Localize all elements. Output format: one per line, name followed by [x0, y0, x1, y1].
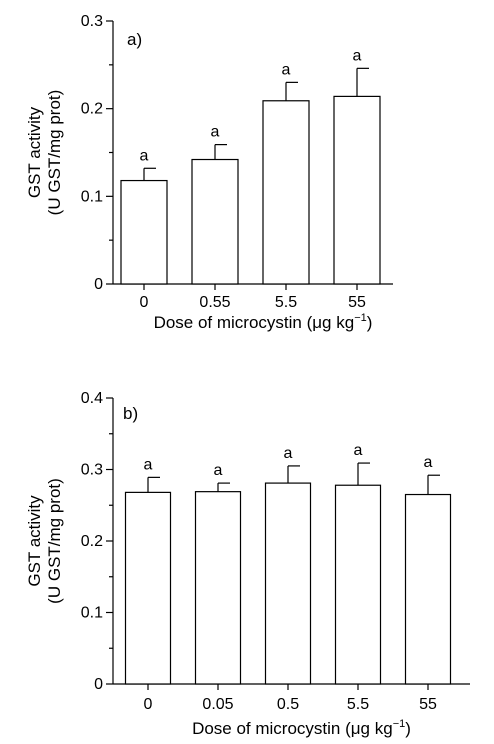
significance-label: a	[140, 147, 149, 164]
bar	[262, 100, 310, 285]
significance-label: a	[354, 442, 363, 459]
x-tick-label: 0.05	[202, 696, 233, 713]
y-axis-title-line2: (U GST/mg prot)	[45, 478, 64, 604]
significance-label: a	[284, 445, 293, 462]
bar	[194, 491, 242, 685]
significance-label: a	[211, 124, 220, 141]
x-axis-title-sup: −1	[393, 718, 406, 730]
significance-label: a	[144, 456, 153, 473]
y-tick-label: 0.3	[81, 13, 103, 30]
x-axis-title: Dose of microcystin (μg kg−1)	[192, 718, 411, 738]
x-tick-label: 0.5	[277, 696, 299, 713]
y-axis-title: GST activity(U GST/mg prot)	[25, 478, 64, 604]
x-axis-title-end: )	[405, 719, 411, 738]
y-tick-label: 0.3	[81, 462, 103, 479]
significance-label: a	[424, 454, 433, 471]
panel-a: 0 0.1 0.2 0.3 a 0 a 0.55 a 5.5 a 55 a) GST activity(U…	[25, 13, 393, 332]
panel-label: a)	[127, 30, 142, 49]
bar	[264, 482, 312, 685]
x-tick-label: 0	[140, 294, 149, 311]
y-axis-title-line1: GST activity	[25, 495, 44, 587]
x-tick-label: 0.55	[199, 294, 230, 311]
significance-label: a	[353, 47, 362, 64]
x-tick-label: 55	[419, 696, 437, 713]
y-tick-label: 0.1	[81, 605, 103, 622]
bar	[120, 179, 168, 285]
y-axis-title-line1: GST activity	[25, 106, 44, 198]
bar	[124, 491, 172, 685]
significance-label: a	[282, 61, 291, 78]
x-tick-label: 0	[144, 696, 153, 713]
y-tick-label: 0.2	[81, 101, 103, 118]
y-axis-title: GST activity(U GST/mg prot)	[25, 90, 64, 216]
bar	[404, 493, 452, 685]
y-tick-label: 0.4	[81, 390, 103, 407]
x-axis-title-main: Dose of microcystin (μg kg	[154, 313, 355, 332]
y-tick-label: 0.1	[81, 188, 103, 205]
y-tick-label: 0	[94, 276, 103, 293]
panel-b: 0 0.1 0.2 0.3 0.4 a 0 a 0.05 a 0.5 a 5.5 a 55 b) GST act…	[25, 390, 470, 738]
bar	[334, 484, 382, 685]
x-axis-title-main: Dose of microcystin (μg kg	[192, 719, 393, 738]
x-tick-label: 5.5	[347, 696, 369, 713]
bar	[191, 158, 239, 285]
x-tick-label: 55	[348, 294, 366, 311]
x-tick-label: 5.5	[275, 294, 297, 311]
y-axis-title-line2: (U GST/mg prot)	[45, 90, 64, 216]
x-axis-title-sup: −1	[354, 312, 367, 324]
panel-label: b)	[123, 404, 138, 423]
y-tick-label: 0.2	[81, 533, 103, 550]
bar	[333, 95, 381, 285]
y-tick-label: 0	[94, 676, 103, 693]
x-axis-title-end: )	[367, 313, 373, 332]
significance-label: a	[214, 462, 223, 479]
x-axis-title: Dose of microcystin (μg kg−1)	[154, 312, 373, 332]
